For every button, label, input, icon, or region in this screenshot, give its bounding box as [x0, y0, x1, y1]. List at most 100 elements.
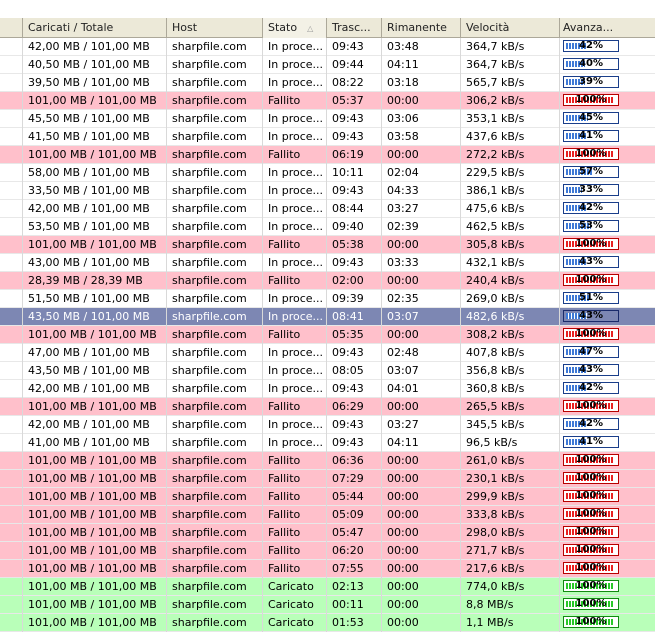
- size-cell: 101,00 MB / 101,00 MB: [23, 398, 167, 416]
- table-row[interactable]: 101,00 MB / 101,00 MB sharpfile.com Fallit…: [0, 92, 655, 110]
- progress-cell: 39%: [560, 74, 619, 92]
- progress-bar: 100%: [563, 400, 619, 412]
- table-row[interactable]: 43,50 MB / 101,00 MB sharpfile.com In proc…: [0, 362, 655, 380]
- progress-bar-fill: [566, 115, 588, 121]
- table-row[interactable]: 101,00 MB / 101,00 MB sharpfile.com Fallit…: [0, 506, 655, 524]
- column-header-remaining[interactable]: Rimanente: [382, 18, 461, 38]
- table-row[interactable]: 53,50 MB / 101,00 MB sharpfile.com In proc…: [0, 218, 655, 236]
- row-icon-cell: [0, 470, 23, 488]
- progress-cell: 42%: [560, 380, 619, 398]
- column-header-status[interactable]: Stato △: [263, 18, 327, 38]
- column-header-elapsed[interactable]: Trasc...: [327, 18, 382, 38]
- progress-percent: 100%: [575, 400, 607, 411]
- progress-cell: 100%: [560, 578, 619, 596]
- progress-bar: 100%: [563, 508, 619, 520]
- table-row[interactable]: 42,00 MB / 101,00 MB sharpfile.com In proc…: [0, 380, 655, 398]
- table-row[interactable]: 101,00 MB / 101,00 MB sharpfile.com Fallit…: [0, 560, 655, 578]
- progress-cell: 47%: [560, 344, 619, 362]
- progress-percent: 100%: [575, 94, 607, 105]
- row-icon-cell: [0, 596, 23, 614]
- table-row[interactable]: 101,00 MB / 101,00 MB sharpfile.com Carica…: [0, 614, 655, 632]
- speed-cell: 333,8 kB/s: [461, 506, 560, 524]
- remaining-cell: 02:48: [382, 344, 461, 362]
- speed-cell: 305,8 kB/s: [461, 236, 560, 254]
- table-row[interactable]: 101,00 MB / 101,00 MB sharpfile.com Fallit…: [0, 398, 655, 416]
- column-header-size[interactable]: Caricati / Totale: [23, 18, 167, 38]
- size-cell: 101,00 MB / 101,00 MB: [23, 236, 167, 254]
- progress-percent: 100%: [575, 562, 607, 573]
- table-row[interactable]: 58,00 MB / 101,00 MB sharpfile.com In proc…: [0, 164, 655, 182]
- progress-percent: 43%: [579, 364, 603, 375]
- progress-bar: 100%: [563, 472, 619, 484]
- table-row[interactable]: 101,00 MB / 101,00 MB sharpfile.com Fallit…: [0, 326, 655, 344]
- table-row[interactable]: 101,00 MB / 101,00 MB sharpfile.com Fallit…: [0, 146, 655, 164]
- table-row[interactable]: 39,50 MB / 101,00 MB sharpfile.com In proc…: [0, 74, 655, 92]
- status-cell: Fallito: [263, 236, 327, 254]
- table-row[interactable]: 33,50 MB / 101,00 MB sharpfile.com In proc…: [0, 182, 655, 200]
- table-row[interactable]: 101,00 MB / 101,00 MB sharpfile.com Fallit…: [0, 470, 655, 488]
- column-header-progress[interactable]: Avanza...: [563, 21, 614, 34]
- progress-cell: 33%: [560, 182, 619, 200]
- elapsed-cell: 06:29: [327, 398, 382, 416]
- progress-cell: 42%: [560, 416, 619, 434]
- table-row[interactable]: 41,50 MB / 101,00 MB sharpfile.com In proc…: [0, 128, 655, 146]
- progress-cell: 53%: [560, 218, 619, 236]
- speed-cell: 230,1 kB/s: [461, 470, 560, 488]
- speed-cell: 269,0 kB/s: [461, 290, 560, 308]
- table-row[interactable]: 40,50 MB / 101,00 MB sharpfile.com In proc…: [0, 56, 655, 74]
- status-cell: Caricato: [263, 578, 327, 596]
- table-row[interactable]: 43,50 MB / 101,00 MB sharpfile.com In proc…: [0, 308, 655, 326]
- remaining-cell: 02:04: [382, 164, 461, 182]
- progress-cell: 45%: [560, 110, 619, 128]
- table-row[interactable]: 101,00 MB / 101,00 MB sharpfile.com Fallit…: [0, 542, 655, 560]
- host-cell: sharpfile.com: [167, 218, 263, 236]
- speed-cell: 462,5 kB/s: [461, 218, 560, 236]
- column-header-speed[interactable]: Velocità: [461, 18, 560, 38]
- remaining-cell: 00:00: [382, 146, 461, 164]
- table-row[interactable]: 43,00 MB / 101,00 MB sharpfile.com In proc…: [0, 254, 655, 272]
- status-cell: In proce...: [263, 254, 327, 272]
- status-cell: Fallito: [263, 488, 327, 506]
- table-row[interactable]: 42,00 MB / 101,00 MB sharpfile.com In proc…: [0, 38, 655, 56]
- table-row[interactable]: 42,00 MB / 101,00 MB sharpfile.com In proc…: [0, 200, 655, 218]
- progress-percent: 100%: [575, 328, 607, 339]
- progress-percent: 41%: [579, 436, 603, 447]
- upload-list[interactable]: Caricati / Totale Host Stato △ Trasc... R…: [0, 18, 655, 632]
- table-row[interactable]: 101,00 MB / 101,00 MB sharpfile.com Fallit…: [0, 452, 655, 470]
- table-row[interactable]: 101,00 MB / 101,00 MB sharpfile.com Carica…: [0, 578, 655, 596]
- host-cell: sharpfile.com: [167, 146, 263, 164]
- column-header-icon[interactable]: [0, 18, 23, 38]
- table-row[interactable]: 101,00 MB / 101,00 MB sharpfile.com Fallit…: [0, 488, 655, 506]
- status-cell: In proce...: [263, 38, 327, 56]
- speed-cell: 356,8 kB/s: [461, 362, 560, 380]
- progress-bar-fill: [566, 475, 614, 481]
- table-row[interactable]: 101,00 MB / 101,00 MB sharpfile.com Fallit…: [0, 524, 655, 542]
- host-cell: sharpfile.com: [167, 326, 263, 344]
- status-cell: In proce...: [263, 362, 327, 380]
- table-row[interactable]: 101,00 MB / 101,00 MB sharpfile.com Carica…: [0, 596, 655, 614]
- size-cell: 101,00 MB / 101,00 MB: [23, 596, 167, 614]
- remaining-cell: 03:07: [382, 308, 461, 326]
- table-row[interactable]: 101,00 MB / 101,00 MB sharpfile.com Fallit…: [0, 236, 655, 254]
- table-row[interactable]: 41,00 MB / 101,00 MB sharpfile.com In proc…: [0, 434, 655, 452]
- table-row[interactable]: 45,50 MB / 101,00 MB sharpfile.com In proc…: [0, 110, 655, 128]
- remaining-cell: 00:00: [382, 470, 461, 488]
- host-cell: sharpfile.com: [167, 596, 263, 614]
- table-row[interactable]: 28,39 MB / 28,39 MB sharpfile.com Fallito 0…: [0, 272, 655, 290]
- remaining-cell: 02:39: [382, 218, 461, 236]
- status-cell: Fallito: [263, 146, 327, 164]
- status-cell: In proce...: [263, 182, 327, 200]
- table-row[interactable]: 51,50 MB / 101,00 MB sharpfile.com In proc…: [0, 290, 655, 308]
- column-header-host[interactable]: Host: [167, 18, 263, 38]
- progress-bar-fill: [566, 313, 587, 319]
- size-cell: 58,00 MB / 101,00 MB: [23, 164, 167, 182]
- table-row[interactable]: 42,00 MB / 101,00 MB sharpfile.com In proc…: [0, 416, 655, 434]
- host-cell: sharpfile.com: [167, 56, 263, 74]
- remaining-cell: 00:00: [382, 398, 461, 416]
- progress-cell: 100%: [560, 92, 619, 110]
- host-cell: sharpfile.com: [167, 344, 263, 362]
- table-row[interactable]: 47,00 MB / 101,00 MB sharpfile.com In proc…: [0, 344, 655, 362]
- progress-cell: 100%: [560, 488, 619, 506]
- row-icon-cell: [0, 146, 23, 164]
- remaining-cell: 02:35: [382, 290, 461, 308]
